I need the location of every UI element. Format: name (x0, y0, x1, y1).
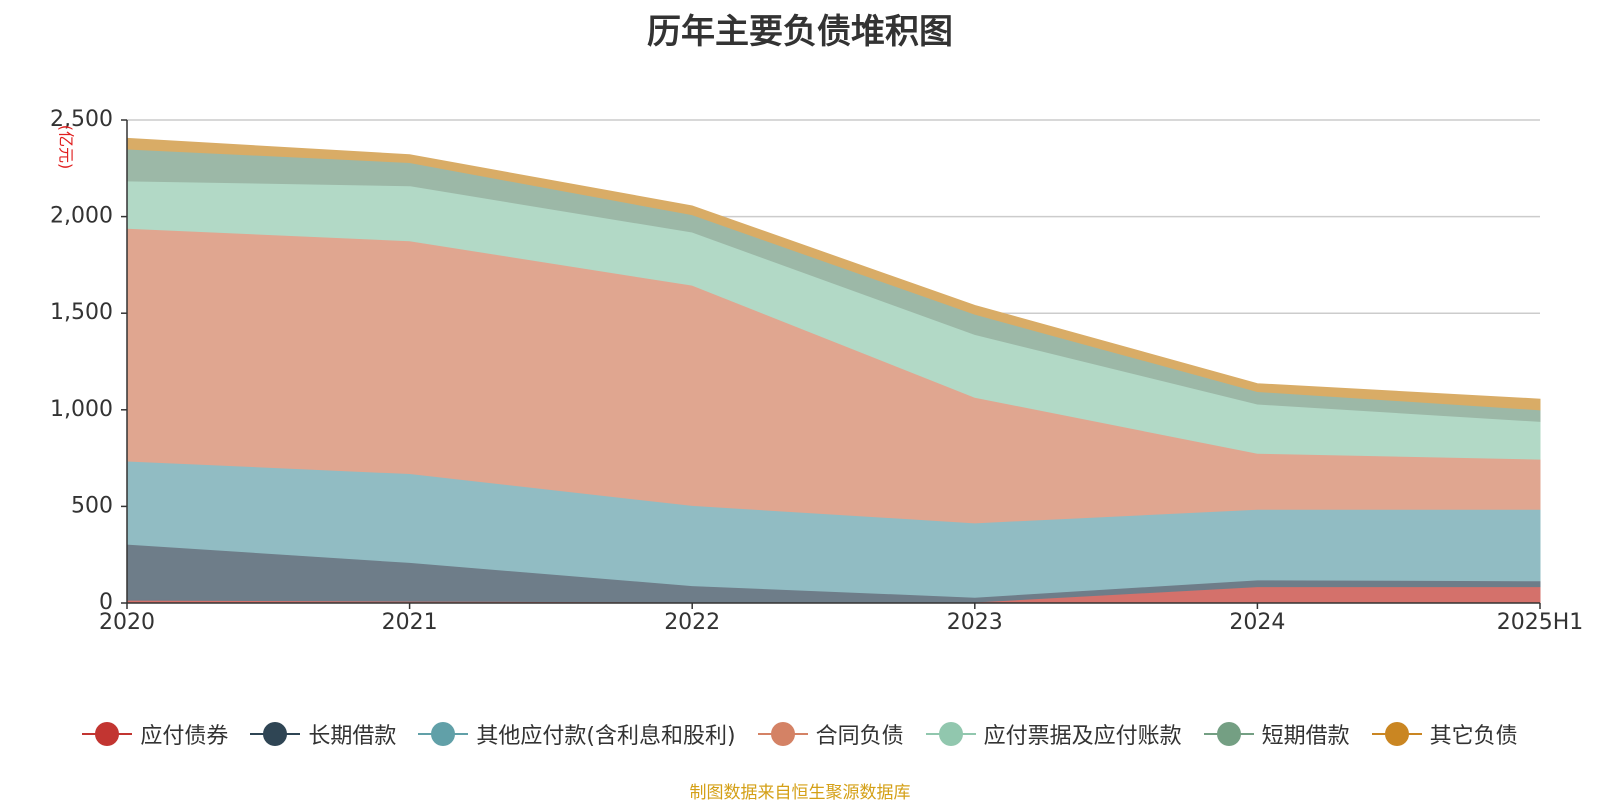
y-tick-label: 1,500 (50, 300, 113, 325)
legend-label: 长期借款 (308, 724, 397, 749)
legend-label: 应付票据及应付账款 (983, 724, 1182, 749)
axes (121, 119, 1541, 609)
y-axis-label: (亿元) (57, 125, 76, 170)
legend-label: 其他应付款(含利息和股利) (476, 724, 736, 749)
legend-marker-icon (757, 721, 808, 747)
legend-item-2[interactable]: 长期借款 (250, 718, 396, 750)
y-tick-labels: 0 500 1,000 1,500 2,000 2,500 (50, 107, 113, 615)
legend-marker-icon (1203, 721, 1254, 747)
legend-item-5[interactable]: 应付票据及应付账款 (925, 718, 1182, 750)
legend-marker-icon (418, 721, 469, 747)
x-tick-label: 2022 (664, 610, 720, 635)
legend-item-6[interactable]: 短期借款 (1203, 718, 1350, 750)
legend-marker-icon (1371, 721, 1422, 747)
chart-title: 历年主要负债堆积图 (647, 12, 953, 52)
legend: 应付债券 长期借款 其他应付款(含利息和股利) 合同负债 应付票据及应付账款 短期借款 其它… (0, 718, 1600, 750)
x-tick-label: 2024 (1229, 610, 1285, 635)
legend-marker-icon (82, 721, 133, 747)
x-tick-label: 2023 (947, 610, 1003, 635)
legend-marker-icon (250, 721, 301, 747)
area-series (126, 137, 1541, 604)
legend-item-4[interactable]: 合同负债 (757, 718, 904, 750)
y-tick-label: 2,000 (50, 204, 113, 229)
x-tick-label: 2025H1 (1497, 610, 1584, 635)
legend-item-3[interactable]: 其他应付款(含利息和股利) (418, 718, 736, 750)
y-tick-label: 0 (99, 590, 113, 615)
legend-item-1[interactable]: 应付债券 (82, 718, 228, 750)
y-tick-label: 500 (71, 493, 113, 518)
y-tick-label: 1,000 (50, 397, 113, 422)
source-note: 制图数据来自恒生聚源数据库 (689, 783, 911, 803)
x-tick-label: 2021 (382, 610, 438, 635)
x-tick-label: 2020 (99, 610, 155, 635)
y-tick-label: 2,500 (50, 107, 113, 132)
legend-item-7[interactable]: 其它负债 (1371, 718, 1518, 750)
legend-label: 应付债券 (140, 724, 229, 749)
legend-marker-icon (925, 721, 976, 747)
legend-label: 合同负债 (815, 724, 904, 749)
area-series-7 (126, 137, 1541, 411)
x-tick-labels: 2020 2021 2022 2023 2024 2025H1 (99, 610, 1583, 635)
legend-label: 短期借款 (1261, 724, 1350, 749)
legend-label: 其它负债 (1429, 724, 1518, 749)
